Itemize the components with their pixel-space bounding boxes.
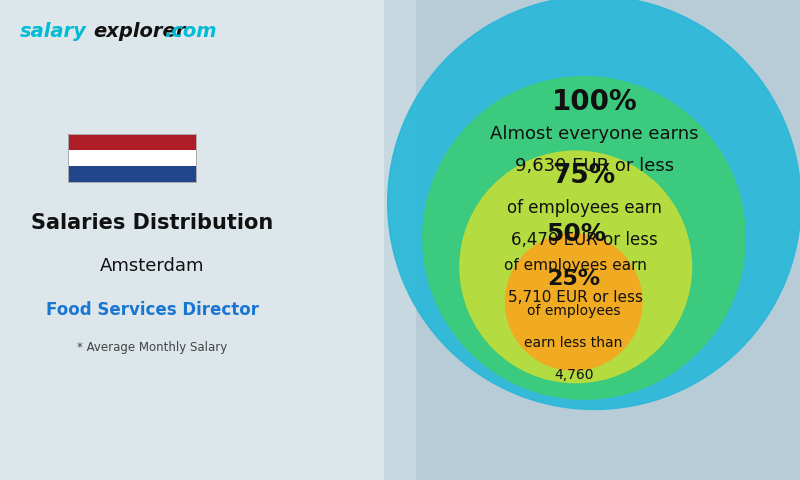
Text: 5,710 EUR or less: 5,710 EUR or less bbox=[508, 290, 643, 305]
Circle shape bbox=[460, 151, 691, 383]
Text: 6,470 EUR or less: 6,470 EUR or less bbox=[510, 231, 658, 249]
Circle shape bbox=[388, 0, 800, 409]
Bar bbox=[68, 134, 196, 150]
Text: .com: .com bbox=[164, 22, 217, 41]
Text: Almost everyone earns: Almost everyone earns bbox=[490, 125, 698, 143]
Text: 100%: 100% bbox=[551, 87, 638, 116]
Text: * Average Monthly Salary: * Average Monthly Salary bbox=[77, 341, 227, 355]
Text: of employees earn: of employees earn bbox=[504, 258, 647, 273]
Text: 9,630 EUR or less: 9,630 EUR or less bbox=[514, 156, 674, 175]
Text: salary: salary bbox=[20, 22, 87, 41]
Text: of employees earn: of employees earn bbox=[506, 199, 662, 217]
Text: Amsterdam: Amsterdam bbox=[100, 257, 204, 276]
Text: explorer: explorer bbox=[94, 22, 186, 41]
Bar bbox=[0, 0, 416, 480]
Text: 25%: 25% bbox=[547, 269, 600, 289]
Text: earn less than: earn less than bbox=[525, 336, 623, 350]
Bar bbox=[68, 167, 196, 182]
Bar bbox=[68, 134, 196, 182]
Text: of employees: of employees bbox=[527, 304, 621, 318]
Bar bbox=[68, 150, 196, 167]
Bar bbox=[384, 0, 800, 480]
Circle shape bbox=[506, 234, 642, 370]
Text: 75%: 75% bbox=[552, 163, 616, 189]
Text: 50%: 50% bbox=[546, 222, 606, 246]
Text: Food Services Director: Food Services Director bbox=[46, 300, 258, 319]
Text: 4,760: 4,760 bbox=[554, 368, 594, 383]
Text: Salaries Distribution: Salaries Distribution bbox=[31, 213, 273, 233]
Circle shape bbox=[422, 77, 746, 399]
